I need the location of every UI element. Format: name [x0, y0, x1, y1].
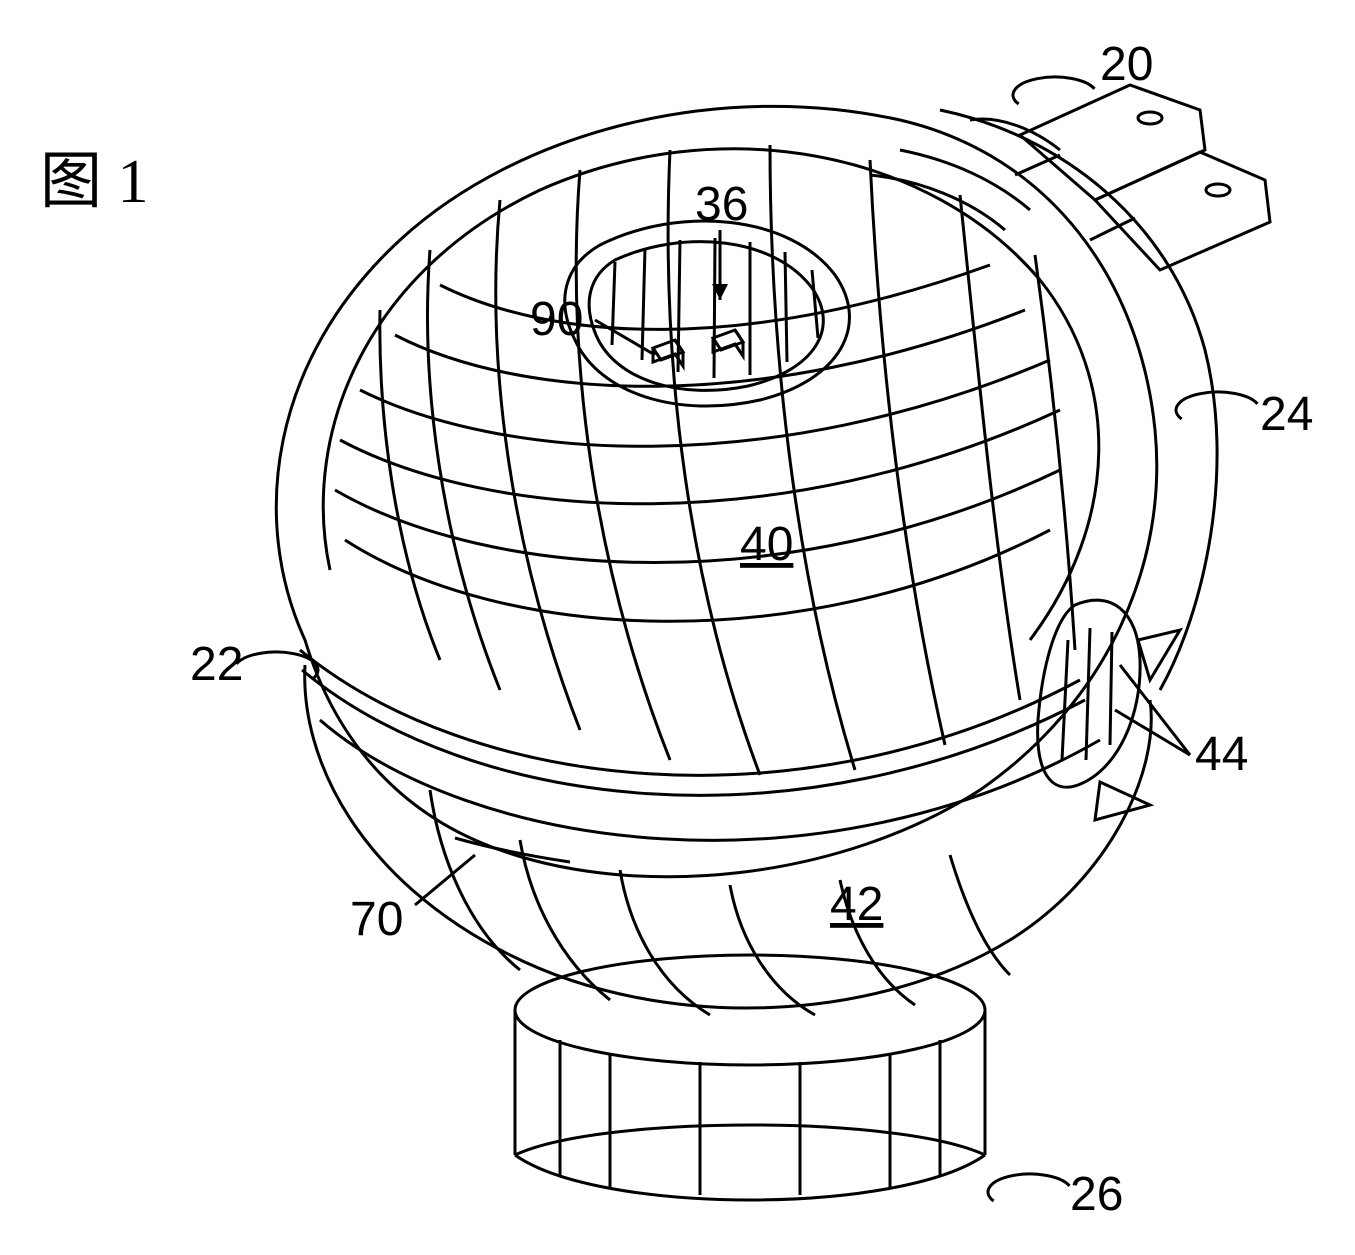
- svg-text:40: 40: [740, 518, 793, 571]
- reference-labels: 20 24 36 90 40 22 44 70 42 26: [190, 38, 1313, 1221]
- dome-contours: [335, 145, 1075, 775]
- svg-text:20: 20: [1100, 38, 1153, 91]
- svg-text:70: 70: [350, 893, 403, 946]
- svg-text:36: 36: [695, 178, 748, 231]
- svg-text:24: 24: [1260, 388, 1313, 441]
- bottle: [515, 955, 985, 1200]
- vent-opening: [565, 221, 850, 406]
- figure-drawing: 20 24 36 90 40 22 44 70 42 26: [0, 0, 1355, 1255]
- svg-text:26: 26: [1070, 1168, 1123, 1221]
- svg-text:22: 22: [190, 638, 243, 691]
- svg-text:90: 90: [530, 293, 583, 346]
- svg-text:42: 42: [830, 878, 883, 931]
- plug-prongs: [1015, 85, 1270, 270]
- side-switch: [1038, 600, 1180, 820]
- lower-housing: [305, 665, 1152, 1015]
- svg-text:44: 44: [1195, 728, 1248, 781]
